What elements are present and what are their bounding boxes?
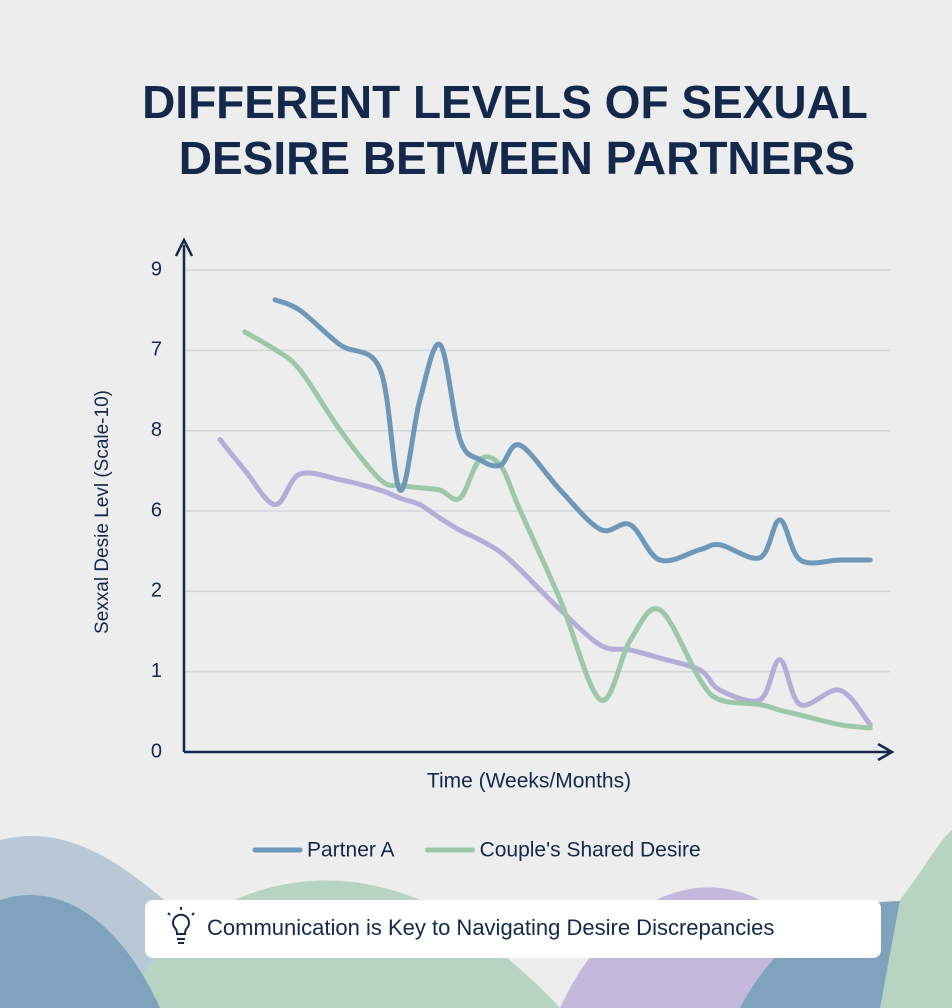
y-tick-label: 9	[151, 258, 162, 280]
footer-box	[145, 900, 881, 958]
series-line	[242, 329, 873, 731]
chart-title: DIFFERENT LEVELS OF SEXUAL	[142, 76, 868, 128]
x-axis-label: Time (Weeks/Months)	[427, 770, 631, 793]
y-axis-label: Sexxal Desie Levl (Scale-10)	[92, 390, 113, 634]
y-tick-label: 1	[151, 660, 162, 682]
legend-label: Partner A	[307, 839, 395, 862]
x-axis-arrow	[877, 742, 895, 762]
y-tick-label: 6	[151, 499, 162, 521]
legend-label: Couple's Shared Desire	[480, 839, 701, 862]
y-tick-label: 8	[151, 419, 162, 441]
y-tick-label: 0	[151, 740, 162, 762]
y-axis-arrow	[174, 237, 194, 257]
lightbulb-icon	[167, 907, 195, 944]
footer-text: Communication is Key to Navigating Desir…	[207, 915, 774, 940]
chart-title: DESIRE BETWEEN PARTNERS	[179, 132, 855, 184]
y-tick-label: 2	[151, 580, 162, 602]
series-line	[217, 437, 873, 728]
series-line	[272, 297, 873, 566]
y-tick-label: 7	[151, 339, 162, 361]
